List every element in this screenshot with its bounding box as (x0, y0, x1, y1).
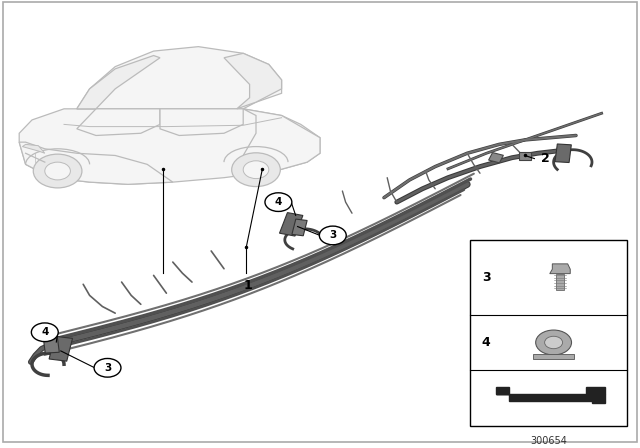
Polygon shape (224, 53, 282, 109)
Text: 1: 1 (243, 279, 252, 292)
Polygon shape (550, 264, 570, 274)
Polygon shape (77, 109, 160, 135)
Polygon shape (292, 219, 307, 236)
Polygon shape (496, 394, 605, 403)
Polygon shape (43, 336, 60, 353)
Circle shape (545, 336, 563, 349)
FancyBboxPatch shape (470, 240, 627, 426)
Circle shape (31, 323, 58, 341)
Polygon shape (22, 144, 45, 153)
Polygon shape (519, 152, 531, 160)
Circle shape (243, 161, 269, 179)
Polygon shape (160, 109, 243, 135)
Text: 4: 4 (482, 336, 491, 349)
Circle shape (536, 330, 572, 355)
Polygon shape (488, 153, 504, 163)
Text: 2: 2 (541, 152, 550, 165)
Polygon shape (280, 213, 303, 236)
Text: 3: 3 (482, 271, 490, 284)
Circle shape (45, 162, 70, 180)
Circle shape (33, 154, 82, 188)
Circle shape (94, 358, 121, 377)
Polygon shape (496, 388, 509, 394)
Text: 4: 4 (41, 327, 49, 337)
Polygon shape (243, 109, 320, 173)
Polygon shape (19, 142, 173, 184)
Polygon shape (555, 144, 572, 163)
Polygon shape (77, 47, 282, 109)
Bar (533, 354, 574, 359)
Text: 3: 3 (329, 230, 337, 241)
Bar (556, 274, 564, 289)
Text: 300654: 300654 (531, 436, 567, 446)
Circle shape (265, 193, 292, 211)
Circle shape (232, 153, 280, 186)
Polygon shape (586, 388, 605, 394)
Polygon shape (19, 109, 320, 184)
Text: 3: 3 (104, 363, 111, 373)
Circle shape (319, 226, 346, 245)
Polygon shape (49, 336, 72, 361)
Text: 4: 4 (275, 197, 282, 207)
Polygon shape (77, 56, 160, 109)
